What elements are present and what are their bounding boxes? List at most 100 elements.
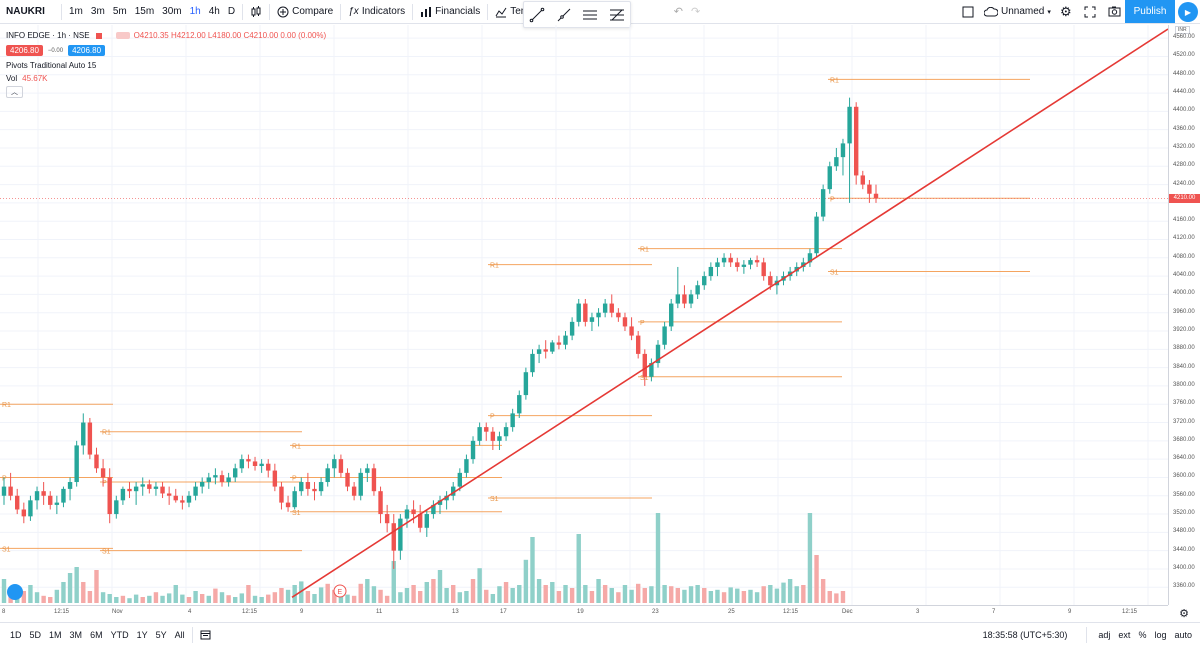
event-marker: [333, 584, 347, 598]
toggle-auto[interactable]: auto: [1174, 630, 1192, 640]
collapse-legend-button[interactable]: ︿: [6, 85, 23, 98]
interval-5m[interactable]: 5m: [112, 6, 127, 17]
gear-icon: ⚙: [1179, 608, 1189, 620]
price-tick-label: 4160.00: [1173, 217, 1195, 224]
price-tick-label: 4120.00: [1173, 235, 1195, 242]
publish-button[interactable]: Publish: [1125, 0, 1175, 23]
range-all[interactable]: All: [174, 630, 185, 640]
time-axis[interactable]: 8 12:15 Nov 4 12:15 9 11 13 17 19 23 25 12:15 Dec 3 7 9 1…: [0, 605, 1168, 621]
interval-1h[interactable]: 1h: [189, 6, 201, 17]
range-5y[interactable]: 5Y: [155, 630, 167, 640]
interval-30m[interactable]: 30m: [162, 6, 182, 17]
spread-value: −0.00: [47, 47, 64, 54]
toggle-percent[interactable]: %: [1138, 630, 1147, 640]
volume-bar: [180, 594, 185, 603]
clock-timezone[interactable]: 18:35:58 (UTC+5:30): [982, 630, 1068, 640]
compare-button[interactable]: Compare: [273, 0, 337, 24]
candle-body: [384, 514, 390, 524]
candle-body: [675, 294, 681, 304]
pivot-label-r1: R1: [2, 402, 11, 409]
candle-body: [820, 189, 826, 217]
horizontal-lines-icon[interactable]: [582, 7, 598, 23]
volume-bar: [536, 579, 542, 603]
range-1d[interactable]: 1D: [10, 630, 22, 640]
date-range-button[interactable]: [196, 629, 215, 642]
price-axis[interactable]: INR 4560.00 4520.00 4480.00 4440.00 4400.00 4…: [1168, 25, 1200, 605]
candle-body: [411, 509, 416, 515]
divider: [1086, 627, 1088, 643]
candle-body: [748, 260, 753, 265]
price-tick-label: 3560.00: [1173, 491, 1195, 498]
time-tick-label: 12:15: [783, 609, 799, 615]
time-tick-label: 23: [652, 609, 659, 615]
price-chart[interactable]: R1PS1R1PS1R1PS1R1PS1R1PS1R1PS1E: [0, 25, 1169, 605]
candle-body: [477, 427, 482, 441]
volume-bar: [451, 585, 456, 603]
redo-button[interactable]: ↷: [687, 0, 704, 24]
candle-body: [1, 486, 7, 496]
toggle-adj[interactable]: adj: [1098, 630, 1111, 640]
volume-label[interactable]: Vol: [6, 74, 18, 83]
plus-circle-icon: [277, 6, 289, 18]
play-icon[interactable]: ▶: [1178, 2, 1198, 22]
range-1y[interactable]: 1Y: [136, 630, 148, 640]
price-tick-label: 3640.00: [1173, 455, 1195, 462]
trend-line-icon[interactable]: [529, 7, 545, 23]
candle-body: [206, 477, 211, 483]
price-tick-label: 4280.00: [1173, 162, 1195, 169]
axis-settings-button[interactable]: ⚙: [1170, 606, 1198, 621]
symbol-search[interactable]: NAUKRI: [6, 6, 45, 17]
range-5d[interactable]: 5D: [29, 630, 42, 640]
volume-bar: [569, 588, 575, 603]
currency-label: INR: [1175, 26, 1190, 34]
volume-bar: [378, 589, 383, 603]
range-3m[interactable]: 3M: [69, 630, 83, 640]
snapshot-button[interactable]: [1104, 0, 1125, 24]
time-tick-label: 12:15: [54, 609, 70, 615]
layout-menu[interactable]: Unnamed ▾: [980, 0, 1055, 24]
volume-bar: [781, 582, 786, 603]
volume-bar: [160, 595, 165, 603]
undo-button[interactable]: ↶: [670, 0, 687, 24]
candle-body: [213, 475, 218, 478]
interval-d[interactable]: D: [227, 6, 236, 17]
camera-icon: [1108, 6, 1121, 17]
volume-bar: [523, 559, 529, 603]
volume-bar: [252, 595, 258, 603]
price-tick-label: 3800.00: [1173, 381, 1195, 388]
visibility-toggle[interactable]: [115, 32, 130, 39]
indicators-button[interactable]: ƒx Indicators: [344, 0, 409, 24]
volume-bar: [292, 585, 297, 603]
toggle-ext[interactable]: ext: [1118, 630, 1131, 640]
financials-button[interactable]: Financials: [416, 0, 484, 24]
ray-icon[interactable]: [556, 7, 572, 23]
divider: [191, 627, 193, 643]
chart-type-button[interactable]: [246, 0, 266, 24]
candle-body: [226, 477, 231, 483]
layout-name: Unnamed: [1001, 6, 1045, 17]
interval-1m[interactable]: 1m: [69, 6, 83, 17]
volume-bar: [48, 597, 53, 603]
drawing-toolbar: [523, 1, 631, 28]
fullscreen-box-button[interactable]: [958, 0, 978, 24]
interval-4h[interactable]: 4h: [208, 6, 220, 17]
interval-3m[interactable]: 3m: [90, 6, 105, 17]
volume-bar: [279, 588, 284, 603]
chart-pane[interactable]: R1PS1R1PS1R1PS1R1PS1R1PS1R1PS1E: [0, 25, 1169, 605]
buy-price[interactable]: 4206.80: [68, 45, 106, 56]
volume-bar: [186, 597, 192, 603]
range-1m[interactable]: 1M: [49, 630, 62, 640]
volume-bar: [173, 585, 178, 603]
interval-15m[interactable]: 15m: [134, 6, 155, 17]
sell-price[interactable]: 4206.80: [6, 45, 43, 56]
range-6m[interactable]: 6M: [90, 630, 103, 640]
toggle-log[interactable]: log: [1154, 630, 1167, 640]
indicator-label[interactable]: Pivots Traditional Auto 15: [6, 61, 97, 70]
range-ytd[interactable]: YTD: [110, 630, 129, 640]
volume-bar: [226, 595, 231, 603]
pivot-label-p: P: [640, 320, 645, 327]
volume-bar: [81, 582, 86, 603]
fib-icon[interactable]: [609, 7, 625, 23]
fullscreen-button[interactable]: [1080, 0, 1100, 24]
settings-button[interactable]: ⚙: [1056, 0, 1076, 24]
